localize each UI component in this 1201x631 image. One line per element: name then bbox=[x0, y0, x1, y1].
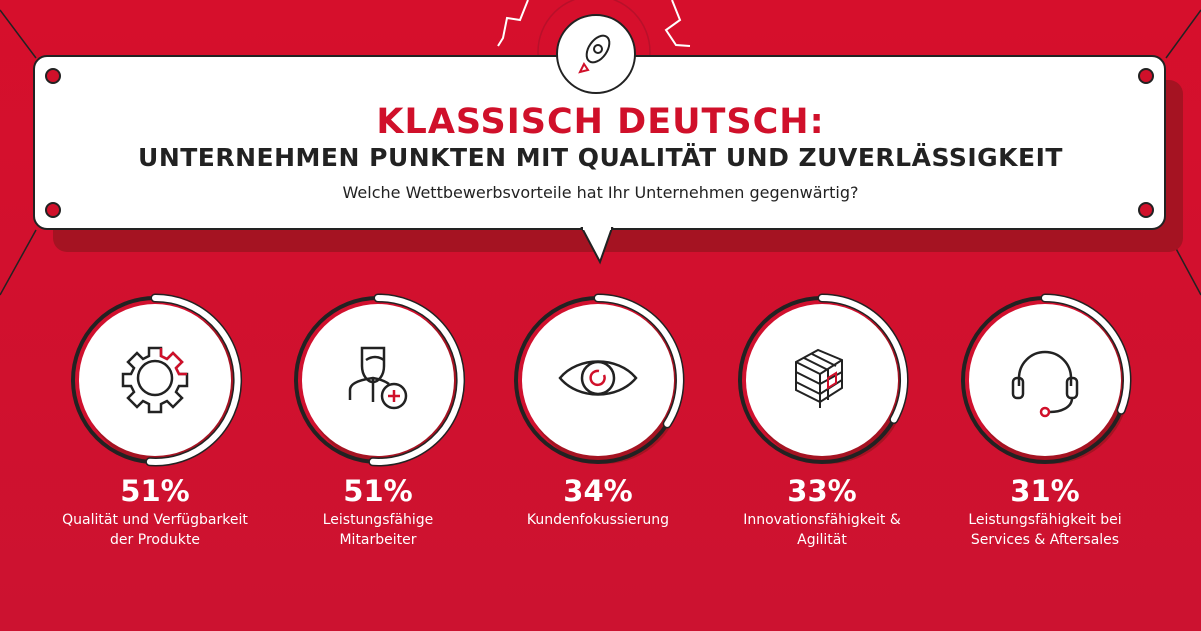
eye-icon bbox=[558, 360, 638, 396]
rivet bbox=[1138, 68, 1154, 84]
stat-item: 51% Leistungsfähige Mitarbeiter bbox=[263, 290, 493, 550]
ring-face bbox=[969, 304, 1121, 456]
stat-item: 33% Innovationsfähigkeit & Agilität bbox=[707, 290, 937, 550]
stat-label: Leistungsfähige Mitarbeiter bbox=[322, 512, 434, 548]
ring-gauge bbox=[738, 293, 909, 464]
ring-face bbox=[522, 304, 674, 456]
subheadline: UNTERNEHMEN PUNKTEN MIT QUALITÄT UND ZUV… bbox=[138, 143, 1063, 172]
stat-item: 34% Kundenfokussierung bbox=[483, 290, 713, 530]
headset-icon bbox=[1011, 350, 1079, 418]
stat-label: Qualität und Verfügbarkeit der Produkte bbox=[62, 512, 248, 548]
ring-gauge bbox=[514, 293, 685, 464]
ring-gauge bbox=[294, 293, 466, 467]
stat-label: Kundenfokussierung bbox=[526, 512, 670, 528]
stat-percentage: 51% bbox=[343, 474, 413, 508]
ring-value-arc bbox=[1042, 295, 1130, 414]
ring-value-arc bbox=[595, 295, 683, 427]
stat-label: Leistungsfähigkeit bei Services & Afters… bbox=[968, 512, 1122, 548]
employee-icon bbox=[348, 346, 408, 410]
stat-label: Innovationsfähigkeit & Agilität bbox=[743, 512, 901, 548]
rivet bbox=[45, 202, 61, 218]
stat-percentage: 51% bbox=[120, 474, 190, 508]
stat-percentage: 34% bbox=[563, 474, 633, 508]
ring-face bbox=[79, 304, 231, 456]
rocket-badge bbox=[556, 14, 636, 94]
ring-face bbox=[746, 304, 898, 456]
rivet bbox=[1138, 202, 1154, 218]
ring-value-arc bbox=[146, 294, 241, 465]
stat-item: 31% Leistungsfähigkeit bei Services & Af… bbox=[930, 290, 1160, 550]
survey-question: Welche Wettbewerbsvorteile hat Ihr Unter… bbox=[342, 183, 859, 202]
headline: KLASSISCH DEUTSCH: bbox=[376, 102, 825, 142]
stat-percentage: 31% bbox=[1010, 474, 1080, 508]
ring-gauge bbox=[71, 293, 243, 467]
stat-percentage: 33% bbox=[787, 474, 857, 508]
bubble-tail bbox=[580, 226, 614, 265]
ring-value-arc bbox=[369, 294, 464, 465]
rivet bbox=[45, 68, 61, 84]
ring-gauge bbox=[961, 293, 1132, 464]
ring-value-arc bbox=[819, 295, 907, 423]
gear-icon bbox=[121, 346, 189, 414]
stat-item: 51% Qualität und Verfügbarkeit der Produ… bbox=[40, 290, 270, 550]
cube-icon bbox=[795, 348, 843, 408]
rocket-icon bbox=[578, 34, 611, 74]
